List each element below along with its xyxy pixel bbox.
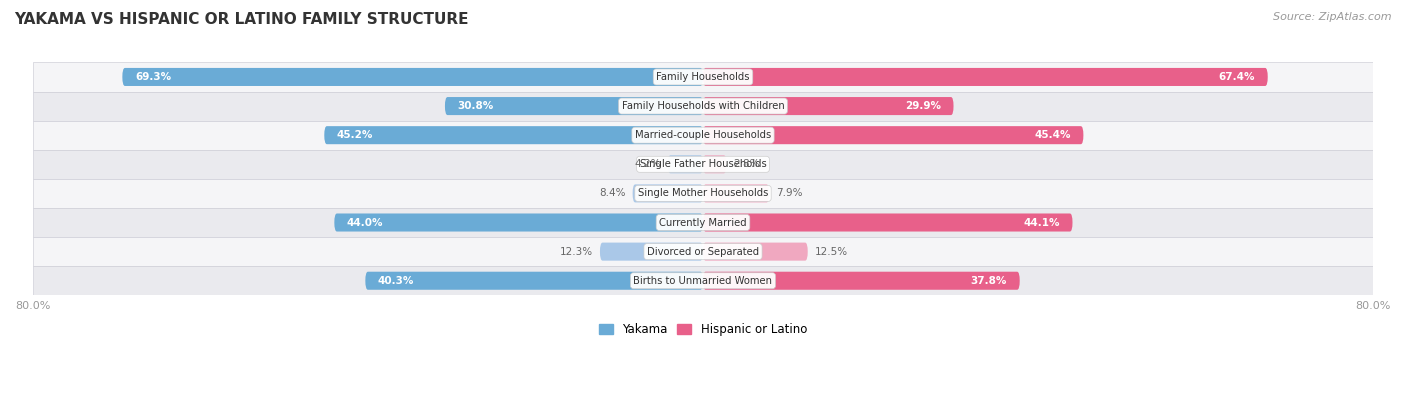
FancyBboxPatch shape: [703, 97, 953, 115]
Text: Single Mother Households: Single Mother Households: [638, 188, 768, 198]
Text: 44.0%: 44.0%: [347, 218, 384, 228]
Legend: Yakama, Hispanic or Latino: Yakama, Hispanic or Latino: [595, 318, 811, 340]
Text: Births to Unmarried Women: Births to Unmarried Women: [634, 276, 772, 286]
FancyBboxPatch shape: [703, 213, 1073, 231]
Text: 40.3%: 40.3%: [378, 276, 415, 286]
FancyBboxPatch shape: [32, 208, 1374, 237]
FancyBboxPatch shape: [32, 150, 1374, 179]
FancyBboxPatch shape: [703, 243, 807, 261]
FancyBboxPatch shape: [703, 68, 1268, 86]
Text: 8.4%: 8.4%: [599, 188, 626, 198]
Text: 4.2%: 4.2%: [634, 159, 661, 169]
FancyBboxPatch shape: [366, 272, 703, 290]
Text: 37.8%: 37.8%: [970, 276, 1007, 286]
Text: Single Father Households: Single Father Households: [640, 159, 766, 169]
Text: 12.5%: 12.5%: [814, 246, 848, 257]
FancyBboxPatch shape: [668, 155, 703, 173]
Text: 67.4%: 67.4%: [1219, 72, 1256, 82]
FancyBboxPatch shape: [600, 243, 703, 261]
Text: 44.1%: 44.1%: [1024, 218, 1060, 228]
Text: 45.4%: 45.4%: [1035, 130, 1071, 140]
Text: 45.2%: 45.2%: [337, 130, 373, 140]
Text: 29.9%: 29.9%: [905, 101, 941, 111]
FancyBboxPatch shape: [703, 272, 1019, 290]
FancyBboxPatch shape: [32, 62, 1374, 92]
FancyBboxPatch shape: [32, 120, 1374, 150]
Text: YAKAMA VS HISPANIC OR LATINO FAMILY STRUCTURE: YAKAMA VS HISPANIC OR LATINO FAMILY STRU…: [14, 12, 468, 27]
Text: 7.9%: 7.9%: [776, 188, 803, 198]
FancyBboxPatch shape: [122, 68, 703, 86]
Text: Married-couple Households: Married-couple Households: [636, 130, 770, 140]
Text: Source: ZipAtlas.com: Source: ZipAtlas.com: [1274, 12, 1392, 22]
Text: Currently Married: Currently Married: [659, 218, 747, 228]
Text: 69.3%: 69.3%: [135, 72, 172, 82]
Text: 12.3%: 12.3%: [560, 246, 593, 257]
FancyBboxPatch shape: [32, 92, 1374, 120]
FancyBboxPatch shape: [703, 126, 1084, 144]
FancyBboxPatch shape: [703, 184, 769, 202]
FancyBboxPatch shape: [325, 126, 703, 144]
Text: Family Households with Children: Family Households with Children: [621, 101, 785, 111]
Text: 30.8%: 30.8%: [457, 101, 494, 111]
FancyBboxPatch shape: [703, 155, 727, 173]
FancyBboxPatch shape: [32, 179, 1374, 208]
Text: Divorced or Separated: Divorced or Separated: [647, 246, 759, 257]
FancyBboxPatch shape: [335, 213, 703, 231]
FancyBboxPatch shape: [633, 184, 703, 202]
Text: Family Households: Family Households: [657, 72, 749, 82]
FancyBboxPatch shape: [32, 237, 1374, 266]
FancyBboxPatch shape: [32, 266, 1374, 295]
Text: 2.8%: 2.8%: [733, 159, 759, 169]
FancyBboxPatch shape: [444, 97, 703, 115]
